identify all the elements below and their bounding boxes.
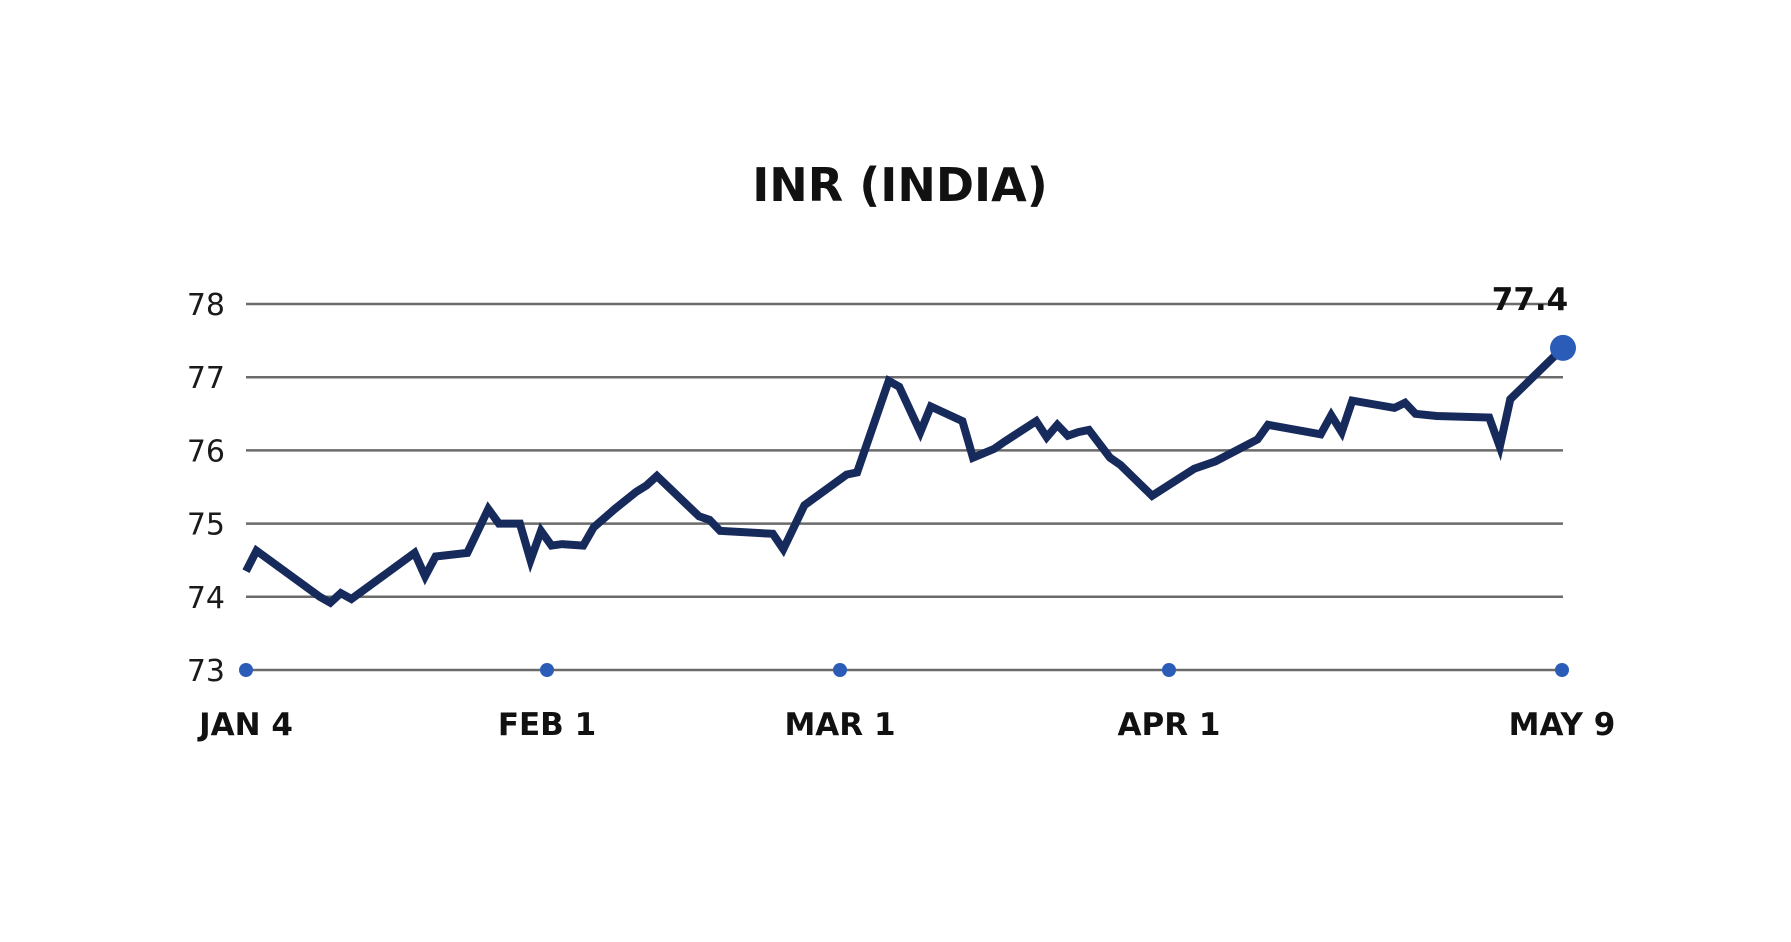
end-point-marker xyxy=(1550,334,1576,361)
y-tick-label: 76 xyxy=(187,434,225,469)
x-axis: JAN 4 FEB 1 MAR 1 APR 1 MAY 9 xyxy=(197,663,1615,743)
x-tick-marker xyxy=(1555,663,1569,677)
gridlines xyxy=(246,302,1563,672)
x-tick-label: APR 1 xyxy=(1118,707,1221,743)
x-tick-marker xyxy=(833,663,847,677)
y-tick-label: 73 xyxy=(187,654,225,689)
x-tick-marker xyxy=(540,663,554,677)
chart-title: INR (INDIA) xyxy=(752,158,1048,212)
x-tick-marker xyxy=(239,663,253,677)
series-line xyxy=(242,345,1566,608)
x-tick-label: JAN 4 xyxy=(197,707,293,743)
end-value-label: 77.4 xyxy=(1492,282,1569,318)
y-tick-label: 75 xyxy=(187,508,225,543)
y-tick-label: 77 xyxy=(187,361,225,396)
y-tick-label: 74 xyxy=(187,581,225,616)
x-tick-label: MAY 9 xyxy=(1509,707,1616,743)
x-tick-label: FEB 1 xyxy=(498,707,596,743)
x-tick-marker xyxy=(1162,663,1176,677)
x-tick-label: MAR 1 xyxy=(784,707,895,743)
y-tick-label: 78 xyxy=(187,288,225,323)
y-axis: 73 74 75 76 77 78 xyxy=(187,288,225,689)
